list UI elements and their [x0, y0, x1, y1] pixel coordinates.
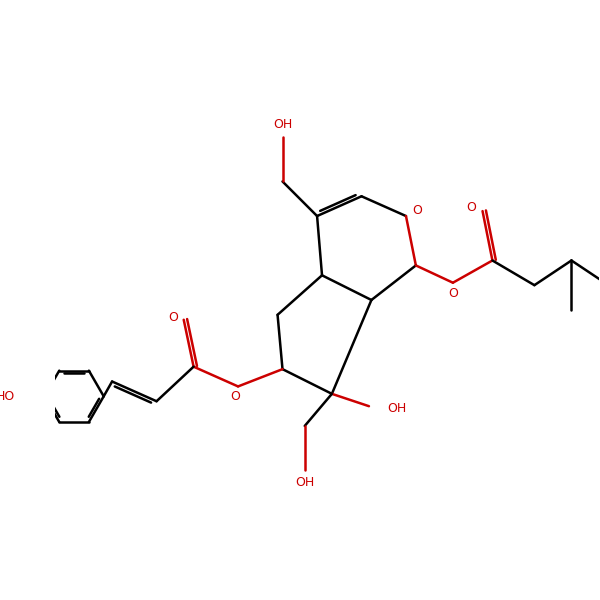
Text: O: O [412, 203, 422, 217]
Text: OH: OH [273, 118, 292, 131]
Text: O: O [467, 200, 476, 214]
Text: OH: OH [388, 402, 407, 415]
Text: O: O [168, 311, 178, 324]
Text: OH: OH [295, 476, 314, 489]
Text: O: O [230, 390, 241, 403]
Text: O: O [448, 287, 458, 300]
Text: HO: HO [0, 390, 15, 403]
